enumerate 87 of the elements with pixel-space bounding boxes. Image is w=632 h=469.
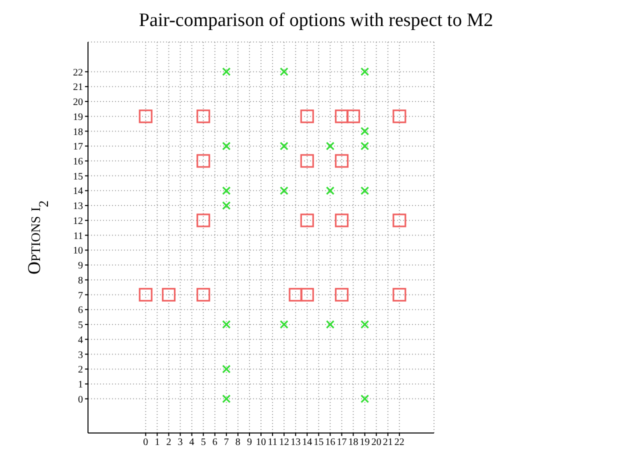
point — [196, 154, 210, 168]
y-tick-label: 10 — [73, 246, 83, 257]
point — [326, 186, 334, 195]
x-tick-label: 22 — [394, 437, 404, 448]
point — [222, 364, 231, 374]
point — [138, 110, 152, 124]
y-tick-label: 8 — [78, 275, 83, 286]
point — [162, 288, 176, 302]
x-tick-label: 1 — [154, 437, 160, 448]
point — [222, 142, 231, 150]
point — [222, 201, 231, 210]
point — [280, 142, 288, 150]
y-tick-label: 12 — [73, 216, 83, 227]
y-tick-label: 18 — [73, 126, 83, 138]
y-tick-label: 1 — [78, 379, 83, 390]
y-tick-label: 19 — [73, 112, 83, 123]
x-tick-label: 16 — [325, 437, 336, 448]
x-tick-label: 18 — [348, 437, 358, 448]
point — [360, 126, 370, 136]
x-tick-label: 10 — [256, 437, 266, 448]
y-tick-label: 11 — [73, 230, 83, 242]
y-tick-label: 13 — [73, 201, 83, 212]
x-tick-label: 17 — [336, 437, 347, 448]
y-tick-label: 0 — [78, 394, 83, 406]
x-tick-label: 13 — [290, 437, 301, 448]
point — [288, 288, 302, 302]
point — [222, 320, 231, 329]
x-tick-label: 2 — [166, 437, 172, 448]
x-tick-label: 12 — [279, 437, 290, 448]
y-tick-label: 3 — [78, 350, 83, 361]
point — [392, 110, 406, 124]
x-tick-label: 4 — [189, 437, 194, 448]
point — [138, 288, 152, 302]
x-tick-label: 9 — [246, 437, 252, 448]
point — [300, 154, 314, 168]
x-tick-label: 0 — [143, 437, 148, 448]
y-tick-label: 5 — [78, 320, 83, 332]
y-tick-label: 6 — [78, 305, 83, 316]
y-tick-label: 20 — [73, 97, 83, 108]
y-tick-label: 17 — [73, 142, 83, 153]
point — [196, 288, 210, 302]
x-tick-label: 15 — [314, 437, 324, 448]
point — [300, 110, 314, 124]
point — [360, 67, 370, 76]
x-tick-label: 21 — [382, 437, 393, 448]
point — [300, 214, 314, 228]
point — [346, 110, 360, 124]
point — [334, 288, 349, 302]
chart-title: Pair-comparison of options with respect to M2 — [138, 9, 494, 33]
point — [280, 67, 288, 76]
y-tick-label: 4 — [78, 334, 83, 346]
x-tick-label: 20 — [371, 437, 382, 448]
point — [280, 186, 288, 195]
y-tick-label: 7 — [78, 290, 83, 302]
point — [222, 67, 231, 76]
x-tick-label: 6 — [212, 437, 218, 448]
point — [222, 186, 231, 195]
point — [300, 288, 314, 302]
point — [360, 142, 370, 150]
x-tick-label: 11 — [268, 437, 278, 448]
point — [196, 214, 210, 228]
x-tick-label: 5 — [200, 437, 206, 448]
y-tick-label: 21 — [73, 82, 83, 94]
point — [360, 186, 370, 195]
y-tick-label: 2 — [78, 364, 83, 376]
point — [326, 320, 334, 329]
y-tick-label: 9 — [78, 260, 83, 272]
point — [196, 110, 210, 124]
point — [334, 214, 349, 228]
y-tick-label: 16 — [73, 156, 83, 168]
point — [280, 320, 288, 329]
point — [334, 110, 349, 124]
x-tick-label: 14 — [302, 437, 312, 448]
point — [360, 394, 370, 404]
x-tick-label: 3 — [178, 437, 183, 448]
x-tick-label: 19 — [360, 437, 370, 448]
point — [326, 142, 334, 150]
point — [392, 214, 406, 228]
x-tick-label: 8 — [235, 437, 240, 448]
y-tick-label: 14 — [73, 186, 83, 198]
y-tick-label: 22 — [73, 67, 83, 78]
x-tick-label: 7 — [224, 437, 229, 448]
point — [392, 288, 406, 302]
y-tick-label: 15 — [73, 171, 83, 182]
point — [360, 320, 370, 329]
point — [334, 154, 349, 168]
point — [222, 394, 231, 404]
